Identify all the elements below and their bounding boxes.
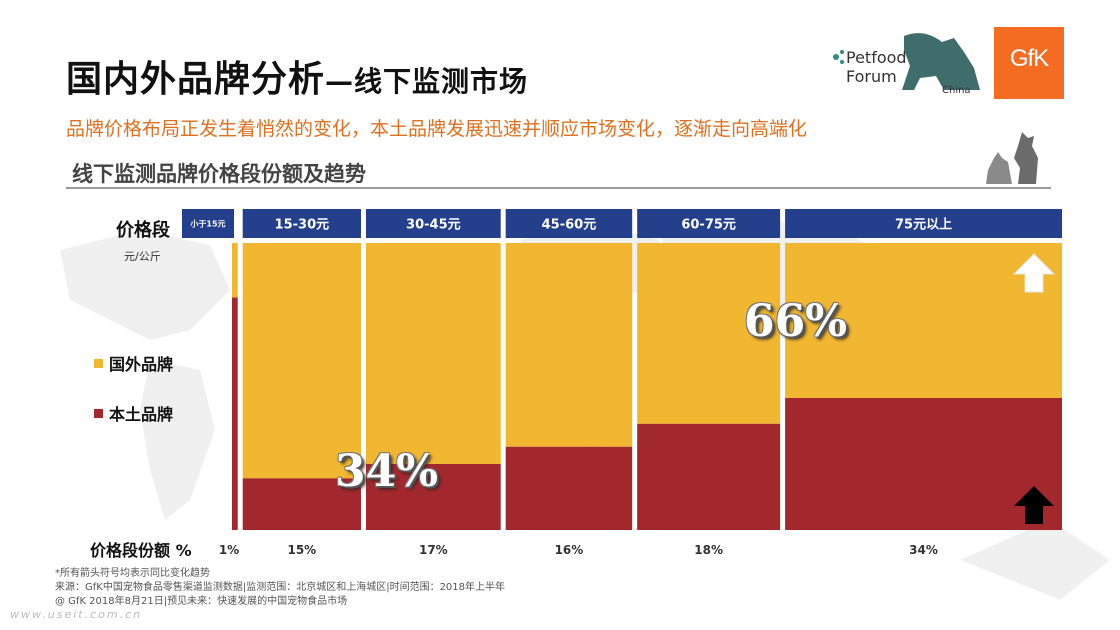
bar-domestic-5 [785,397,1062,530]
petfood-logo-line2: Forum [846,67,897,86]
price-header-2 [365,209,501,238]
segment-share-value-3: 16% [555,543,584,557]
bar-foreign-0 [232,243,238,298]
foreign-trend-up-arrow-icon [1012,253,1056,293]
segment-share-value-5: 34% [909,543,938,557]
segment-share-value-4: 18% [694,543,723,557]
price-header-label-4: 60-75元 [681,218,736,233]
page-title: 国内外品牌分析—线下监测市场 [66,50,528,102]
page-subtitle: 品牌价格布局正发生着悄然的变化，本土品牌发展迅速并顺应市场变化，逐渐走向高端化 [66,118,808,140]
segment-share-value-0: 1% [219,543,239,557]
legend-item-foreign: 国外品牌 [94,351,173,375]
bar-foreign-3 [505,243,633,447]
bar-foreign-2 [365,243,501,464]
unit-label: 元/公斤 [124,250,161,263]
section-divider [66,187,1051,189]
price-header-4 [637,209,781,238]
price-header-label-1: 15-30元 [275,218,330,233]
bar-domestic-2 [365,463,501,530]
footnote-source: 来源：GfK中国宠物食品零售渠道监测数据|监测范围：北京城区和上海城区|时间范围… [55,582,506,593]
segment-share-value-2: 17% [419,543,448,557]
legend-item-domestic: 本土品牌 [94,401,173,425]
price-header-label-0: 小于15元 [189,219,225,229]
foreign-share-callout: 66% [744,296,848,347]
legend-label-foreign: 国外品牌 [109,355,174,374]
bar-foreign-1 [242,243,361,479]
bar-domestic-1 [242,478,361,530]
legend-swatch-domestic [94,409,103,418]
bar-domestic-4 [637,423,781,530]
page-title-main: 国内外品牌分析 [66,59,326,100]
petfood-logo-line1: Petfood [846,48,907,67]
watermark: www.useit.com.cn [10,608,143,621]
gfk-logo-text: GfK [1009,45,1049,72]
price-header-label-3: 45-60元 [542,218,597,233]
section-title: 线下监测品牌价格段份额及趋势 [72,162,366,186]
segment-share-label: 价格段份额 % [90,541,192,560]
price-header-0 [182,209,234,238]
gfk-logo: GfK [994,27,1064,99]
dog-cat-silhouette-icon [986,132,1038,184]
page-title-suffix: —线下监测市场 [325,65,529,98]
domestic-share-callout: 34% [335,446,439,497]
petfood-logo-line3: China [942,85,971,96]
petfood-forum-logo: Petfood Forum China [824,28,982,100]
domestic-trend-up-arrow-icon [1014,486,1054,524]
bar-foreign-4 [637,243,781,424]
bar-domestic-3 [505,446,633,530]
price-header-label-2: 30-45元 [406,218,461,233]
price-header-1 [242,209,361,238]
price-header-label-5: 75元以上 [895,218,952,233]
price-header-3 [505,209,633,238]
price-segment-label: 价格段 [116,220,170,241]
legend-label-domestic: 本土品牌 [109,405,174,424]
legend-swatch-foreign [94,359,103,368]
footnote-copyright: @ GfK 2018年8月21日|预见未来：快速发展的中国宠物食品市场 [55,596,348,607]
bar-domestic-0 [232,297,238,530]
footnote-arrows: *所有箭头符号均表示同比变化趋势 [55,568,210,579]
segment-share-value-1: 15% [287,543,316,557]
price-header-5 [785,209,1062,238]
bar-foreign-5 [785,243,1062,398]
